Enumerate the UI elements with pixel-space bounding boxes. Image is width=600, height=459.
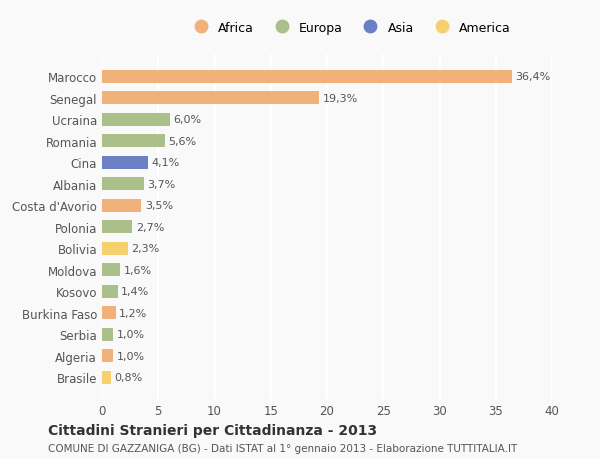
Bar	[102, 113, 170, 127]
Text: 1,6%: 1,6%	[124, 265, 151, 275]
Bar	[102, 285, 118, 298]
Text: 3,5%: 3,5%	[145, 201, 173, 211]
Text: 5,6%: 5,6%	[169, 136, 197, 146]
Bar	[102, 92, 319, 105]
Text: 6,0%: 6,0%	[173, 115, 201, 125]
Text: 1,0%: 1,0%	[116, 351, 145, 361]
Bar	[102, 307, 116, 319]
Bar	[102, 221, 133, 234]
Text: 2,7%: 2,7%	[136, 222, 164, 232]
Text: 19,3%: 19,3%	[323, 94, 358, 104]
Bar	[102, 178, 143, 191]
Text: 2,3%: 2,3%	[131, 244, 160, 254]
Text: 3,7%: 3,7%	[147, 179, 175, 189]
Text: 4,1%: 4,1%	[151, 158, 180, 168]
Bar	[102, 263, 120, 276]
Bar	[102, 199, 142, 212]
Bar	[102, 349, 113, 362]
Bar	[102, 242, 128, 255]
Text: Cittadini Stranieri per Cittadinanza - 2013: Cittadini Stranieri per Cittadinanza - 2…	[48, 423, 377, 437]
Bar	[102, 157, 148, 169]
Bar	[102, 135, 165, 148]
Bar	[102, 371, 111, 384]
Bar	[102, 328, 113, 341]
Text: 0,8%: 0,8%	[115, 372, 143, 382]
Text: COMUNE DI GAZZANIGA (BG) - Dati ISTAT al 1° gennaio 2013 - Elaborazione TUTTITAL: COMUNE DI GAZZANIGA (BG) - Dati ISTAT al…	[48, 443, 517, 453]
Bar	[102, 71, 511, 84]
Text: 1,2%: 1,2%	[119, 308, 147, 318]
Legend: Africa, Europa, Asia, America: Africa, Europa, Asia, America	[183, 17, 516, 39]
Text: 36,4%: 36,4%	[515, 72, 550, 82]
Text: 1,4%: 1,4%	[121, 286, 149, 297]
Text: 1,0%: 1,0%	[116, 330, 145, 339]
